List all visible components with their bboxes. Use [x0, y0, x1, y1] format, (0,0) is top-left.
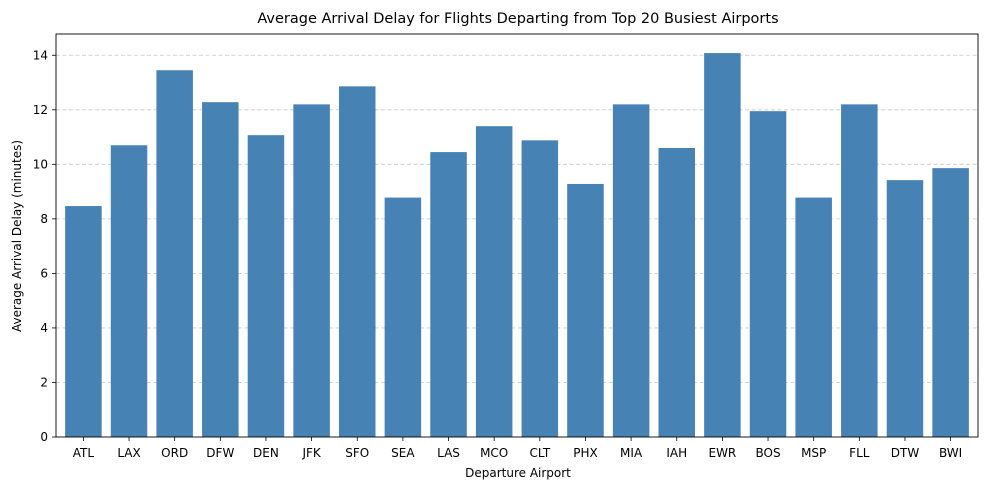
x-tick-label-mia: MIA: [620, 446, 643, 460]
x-tick-label-jfk: JFK: [301, 446, 321, 460]
bar-lax: [110, 145, 148, 438]
x-tick-label-den: DEN: [253, 446, 279, 460]
y-tick-label: 8: [40, 212, 48, 226]
x-tick-label-phx: PHX: [573, 446, 597, 460]
x-tick-label-mco: MCO: [480, 446, 508, 460]
x-axis-label: Departure Airport: [465, 466, 571, 480]
bar-sea: [384, 197, 422, 437]
x-tick-label-fll: FLL: [849, 446, 870, 460]
y-tick-label: 6: [40, 266, 48, 280]
bar-iah: [658, 147, 696, 437]
bar-atl: [65, 206, 102, 437]
plot-frame: [55, 33, 979, 438]
bar-msp: [795, 197, 832, 437]
y-axis-ticks: 0 2 4 6 8 10 12 14: [33, 48, 56, 444]
x-tick-label-iah: IAH: [666, 446, 687, 460]
bars: [65, 53, 969, 438]
x-tick-label-dfw: DFW: [206, 446, 234, 460]
bar-phx: [567, 183, 604, 437]
bar-dfw: [202, 102, 239, 437]
chart-title: Average Arrival Delay for Flights Depart…: [257, 11, 778, 27]
x-tick-label-msp: MSP: [801, 446, 826, 460]
bar-ord: [156, 70, 193, 437]
x-tick-label-clt: CLT: [529, 446, 550, 460]
x-tick-label-ord: ORD: [161, 446, 188, 460]
gridlines: [56, 54, 978, 383]
x-tick-label-ewr: EWR: [708, 446, 736, 460]
x-tick-label-bos: BOS: [755, 446, 780, 460]
x-tick-label-las: LAS: [437, 446, 460, 460]
bar-fll: [841, 104, 878, 437]
x-tick-label-lax: LAX: [117, 446, 140, 460]
bar-ewr: [704, 53, 741, 437]
bar-bos: [749, 111, 787, 437]
y-tick-label: 4: [40, 321, 48, 335]
x-tick-label-bwi: BWI: [939, 446, 962, 460]
bar-dtw: [886, 180, 924, 437]
y-tick-label: 14: [33, 48, 48, 62]
bar-mco: [475, 126, 513, 438]
bar-den: [247, 135, 285, 437]
x-axis-ticks: ATL LAX ORD DFW DEN JFK SFO SEA LAS MCO CLT PHX MIA I…: [73, 437, 962, 460]
bar-clt: [521, 140, 559, 437]
y-axis-label: Average Arrival Delay (minutes): [10, 140, 24, 332]
bar-jfk: [293, 104, 330, 437]
y-tick-label: 12: [33, 103, 48, 117]
bar-mia: [612, 104, 650, 437]
y-tick-label: 10: [33, 157, 48, 171]
x-tick-label-atl: ATL: [73, 446, 95, 460]
bar-sfo: [338, 86, 376, 437]
x-tick-label-sfo: SFO: [345, 446, 369, 460]
y-tick-label: 0: [40, 430, 48, 444]
y-tick-label: 2: [40, 375, 48, 389]
x-tick-label-dtw: DTW: [891, 446, 920, 460]
bar-las: [430, 152, 467, 437]
bar-bwi: [932, 168, 969, 437]
x-tick-label-sea: SEA: [391, 446, 415, 460]
